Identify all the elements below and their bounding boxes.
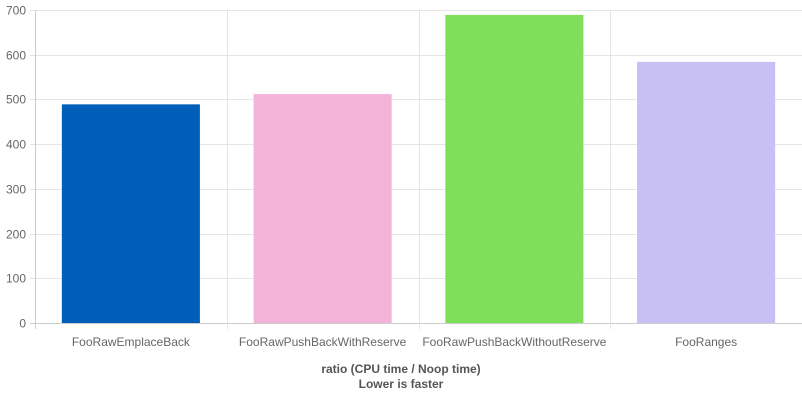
x-tick-label: FooRawPushBackWithoutReserve [422, 335, 606, 349]
y-tick-label: 700 [6, 4, 26, 18]
x-axis-title: ratio (CPU time / Noop time) [321, 362, 480, 376]
bars [61, 14, 776, 324]
bar [253, 94, 392, 323]
y-tick-label: 500 [6, 93, 26, 107]
bar [61, 104, 200, 324]
y-tick-label: 100 [6, 272, 26, 286]
y-tick-label: 300 [6, 183, 26, 197]
x-tick-label: FooRanges [675, 335, 737, 349]
y-tick-label: 200 [6, 228, 26, 242]
y-tick-label: 400 [6, 138, 26, 152]
y-tick-label: 600 [6, 49, 26, 63]
bar [637, 61, 776, 324]
x-axis-subtitle: Lower is faster [359, 377, 444, 391]
x-tick-label: FooRawEmplaceBack [72, 335, 191, 349]
y-tick-label: 0 [19, 317, 26, 331]
axis-labels: 0 100 200 300 400 500 600 700 FooRawEmplaceBack F… [6, 4, 737, 350]
x-tick-label: FooRawPushBackWithReserve [239, 335, 407, 349]
bar [445, 14, 584, 323]
